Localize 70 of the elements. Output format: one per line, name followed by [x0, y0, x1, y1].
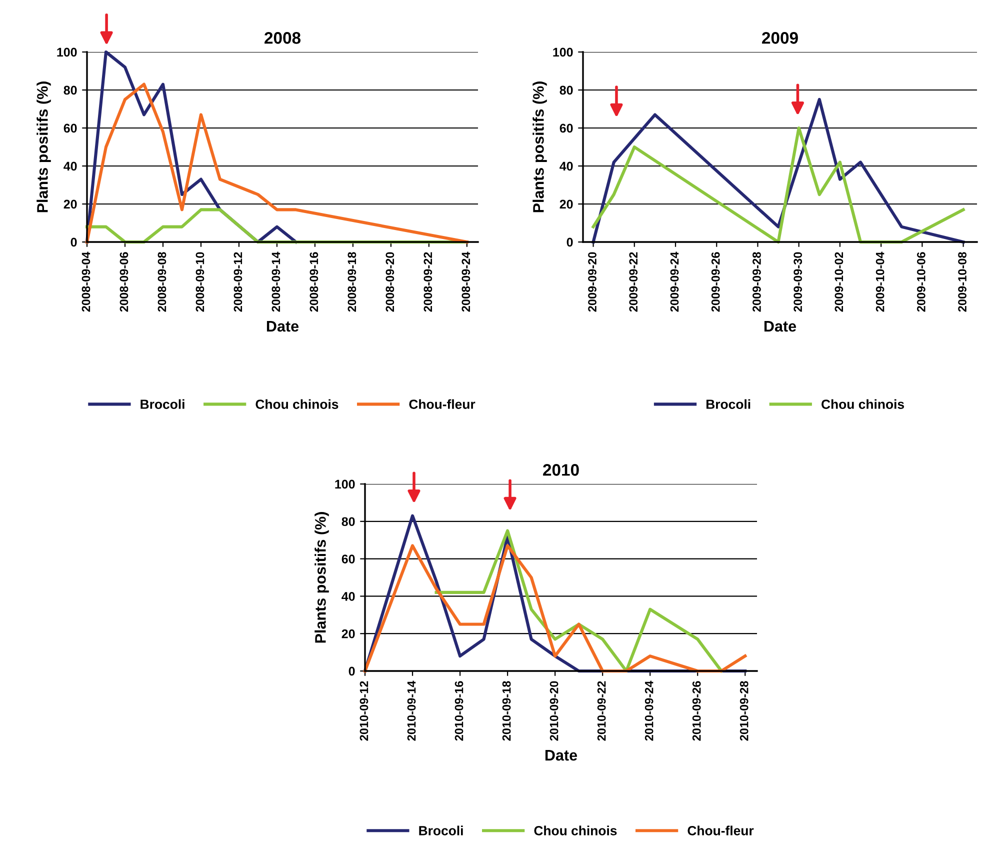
x-tick-label: 2010-09-12	[360, 681, 368, 741]
line-series	[363, 544, 747, 673]
y-tick-label: 60	[64, 124, 77, 133]
y-tick-label: 20	[64, 200, 77, 209]
legend-label: Chou chinois	[256, 399, 338, 409]
legend-label: Brocoli	[419, 826, 463, 836]
x-tick-label: 2008-09-08	[158, 252, 166, 312]
y-tick-label: 20	[560, 200, 573, 209]
y-tick-label: 100	[57, 48, 77, 57]
legend-label: Chou chinois	[534, 826, 617, 836]
x-tick-label: 2008-09-16	[310, 252, 318, 312]
chart-title: 2009	[762, 32, 798, 44]
x-tick-label: 2010-09-22	[597, 681, 606, 741]
y-tick-label: 0	[70, 238, 77, 247]
x-tick-label: 2009-10-04	[876, 252, 884, 312]
y-tick-label: 40	[560, 162, 573, 171]
x-tick-label: 2009-09-26	[711, 252, 720, 312]
y-tick-label: 20	[342, 629, 355, 638]
x-tick-label: 2008-09-06	[120, 252, 128, 312]
y-tick-label: 80	[342, 517, 355, 526]
y-tick-label: 40	[64, 162, 77, 171]
y-axis-title: Plants positifs (%)	[532, 82, 547, 212]
chart-title: 2010	[543, 464, 579, 476]
x-tick-label: 2009-09-20	[588, 252, 596, 312]
line-series	[592, 126, 965, 244]
y-tick-label: 40	[342, 592, 355, 601]
legend-label: Chou-fleur	[409, 399, 476, 409]
legend-label: Chou chinois	[822, 399, 904, 409]
y-tick-label: 100	[553, 48, 573, 57]
x-tick-label: 2010-09-18	[502, 681, 511, 741]
x-tick-label: 2008-09-10	[196, 252, 204, 312]
x-tick-label: 2008-09-20	[386, 252, 394, 312]
y-axis-title: Plants positifs (%)	[36, 82, 51, 212]
x-tick-label: 2008-09-14	[272, 252, 280, 312]
x-tick-label: 2010-09-26	[692, 681, 701, 741]
x-tick-label: 2010-09-24	[644, 680, 654, 741]
y-tick-label: 100	[335, 480, 355, 489]
y-tick-label: 80	[560, 86, 573, 95]
x-tick-label: 2009-09-24	[670, 252, 679, 312]
x-tick-label: 2010-09-28	[740, 681, 748, 741]
legend-label: Brocoli	[706, 399, 750, 409]
x-tick-label: 2009-09-30	[794, 252, 802, 312]
x-tick-label: 2008-09-12	[234, 252, 242, 312]
x-tick-label: 2009-10-06	[916, 252, 926, 312]
y-tick-label: 60	[342, 554, 355, 564]
x-tick-label: 2009-09-22	[629, 252, 638, 312]
legend-label: Brocoli	[140, 399, 184, 409]
x-tick-label: 2008-09-18	[348, 252, 356, 312]
x-tick-label: 2008-09-04	[82, 252, 90, 312]
chart-title: 2008	[264, 32, 301, 44]
y-tick-label: 0	[348, 666, 355, 676]
line-series	[592, 98, 965, 244]
x-tick-label: 2009-10-08	[958, 252, 966, 312]
line-series	[85, 82, 468, 244]
x-axis-title: Date	[764, 321, 796, 332]
y-axis-title: Plants positifs (%)	[314, 512, 329, 643]
x-tick-label: 2008-09-24	[462, 252, 470, 312]
x-tick-label: 2008-09-22	[424, 252, 432, 312]
x-tick-label: 2010-09-20	[550, 681, 558, 741]
x-tick-label: 2010-09-16	[454, 681, 464, 741]
y-tick-label: 60	[560, 124, 573, 133]
legend-label: Chou-fleur	[688, 826, 754, 836]
x-tick-label: 2009-09-28	[752, 252, 761, 312]
x-axis-title: Date	[266, 321, 299, 332]
y-tick-label: 80	[64, 86, 77, 95]
y-tick-label: 0	[566, 238, 573, 247]
x-tick-label: 2009-10-02	[834, 252, 844, 312]
x-axis-title: Date	[545, 750, 578, 761]
x-tick-label: 2010-09-14	[407, 680, 416, 741]
line-series	[434, 529, 723, 673]
